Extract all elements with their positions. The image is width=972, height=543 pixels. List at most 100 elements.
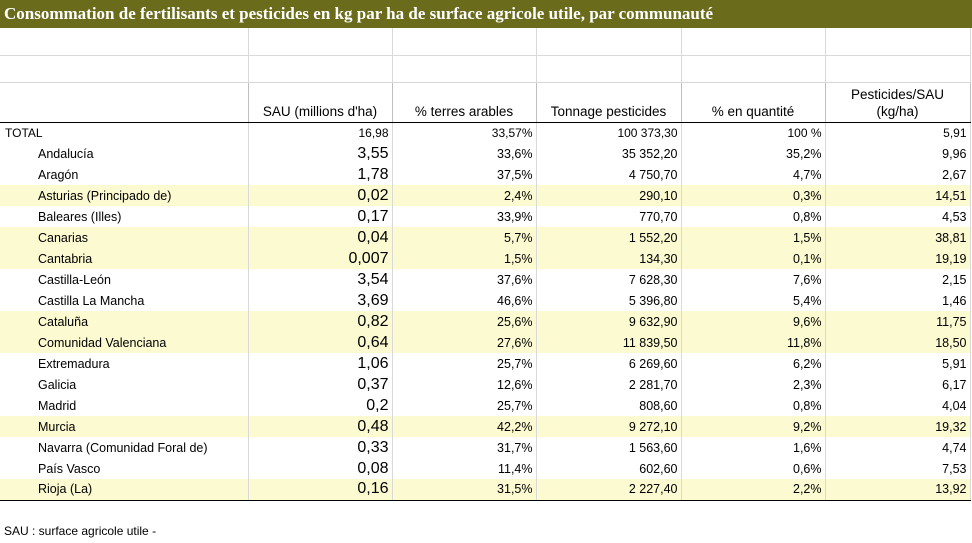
sau-value[interactable]: 0,2 [248,395,393,416]
quantite-value[interactable]: 9,2% [681,416,826,437]
header-cell-terres-arables[interactable]: % terres arables [392,82,537,123]
terres-value[interactable]: 25,7% [392,395,537,416]
region-name[interactable]: Cantabria [0,248,249,269]
terres-value[interactable]: 11,4% [392,458,537,479]
terres-value[interactable]: 27,6% [392,332,537,353]
tonnage-value[interactable]: 35 352,20 [536,143,682,164]
tonnage-value[interactable]: 1 563,60 [536,437,682,458]
quantite-value[interactable]: 4,7% [681,164,826,185]
total-terres[interactable]: 33,57% [392,122,537,143]
quantite-value[interactable]: 6,2% [681,353,826,374]
region-name[interactable]: Extremadura [0,353,249,374]
quantite-value[interactable]: 2,3% [681,374,826,395]
region-name[interactable]: Galicia [0,374,249,395]
ratio-value[interactable]: 19,19 [825,248,971,269]
tonnage-value[interactable]: 7 628,30 [536,269,682,290]
tonnage-value[interactable]: 808,60 [536,395,682,416]
sau-value[interactable]: 3,55 [248,143,393,164]
ratio-value[interactable]: 14,51 [825,185,971,206]
ratio-value[interactable]: 4,74 [825,437,971,458]
quantite-value[interactable]: 9,6% [681,311,826,332]
region-name[interactable]: País Vasco [0,458,249,479]
terres-value[interactable]: 31,5% [392,479,537,501]
terres-value[interactable]: 1,5% [392,248,537,269]
quantite-value[interactable]: 1,5% [681,227,826,248]
tonnage-value[interactable]: 9 272,10 [536,416,682,437]
tonnage-value[interactable]: 134,30 [536,248,682,269]
region-name[interactable]: Cataluña [0,311,249,332]
ratio-value[interactable]: 4,53 [825,206,971,227]
region-name[interactable]: Castilla-León [0,269,249,290]
terres-value[interactable]: 25,7% [392,353,537,374]
sau-value[interactable]: 0,16 [248,479,393,501]
tonnage-value[interactable]: 290,10 [536,185,682,206]
ratio-value[interactable]: 18,50 [825,332,971,353]
terres-value[interactable]: 5,7% [392,227,537,248]
ratio-value[interactable]: 19,32 [825,416,971,437]
header-cell-tonnage[interactable]: Tonnage pesticides [536,82,682,123]
ratio-value[interactable]: 5,91 [825,353,971,374]
tonnage-value[interactable]: 2 227,40 [536,479,682,501]
total-sau[interactable]: 16,98 [248,122,393,143]
quantite-value[interactable]: 35,2% [681,143,826,164]
header-cell-quantite[interactable]: % en quantité [681,82,826,123]
region-name[interactable]: Baleares (Illes) [0,206,249,227]
terres-value[interactable]: 2,4% [392,185,537,206]
terres-value[interactable]: 37,5% [392,164,537,185]
region-name[interactable]: Castilla La Mancha [0,290,249,311]
region-name[interactable]: Rioja (La) [0,479,249,501]
sau-value[interactable]: 1,06 [248,353,393,374]
sau-value[interactable]: 0,37 [248,374,393,395]
tonnage-value[interactable]: 770,70 [536,206,682,227]
sau-value[interactable]: 0,04 [248,227,393,248]
sau-value[interactable]: 0,17 [248,206,393,227]
sau-value[interactable]: 3,54 [248,269,393,290]
sau-value[interactable]: 0,64 [248,332,393,353]
sau-value[interactable]: 1,78 [248,164,393,185]
region-name[interactable]: Asturias (Principado de) [0,185,249,206]
header-cell-region[interactable] [0,82,249,123]
quantite-value[interactable]: 0,8% [681,206,826,227]
terres-value[interactable]: 46,6% [392,290,537,311]
sau-value[interactable]: 0,007 [248,248,393,269]
ratio-value[interactable]: 9,96 [825,143,971,164]
tonnage-value[interactable]: 2 281,70 [536,374,682,395]
tonnage-value[interactable]: 602,60 [536,458,682,479]
tonnage-value[interactable]: 5 396,80 [536,290,682,311]
ratio-value[interactable]: 4,04 [825,395,971,416]
quantite-value[interactable]: 0,6% [681,458,826,479]
region-name[interactable]: Madrid [0,395,249,416]
ratio-value[interactable]: 1,46 [825,290,971,311]
terres-value[interactable]: 12,6% [392,374,537,395]
region-name[interactable]: Comunidad Valenciana [0,332,249,353]
total-tonnage[interactable]: 100 373,30 [536,122,682,143]
sau-value[interactable]: 0,82 [248,311,393,332]
terres-value[interactable]: 25,6% [392,311,537,332]
region-name[interactable]: Andalucía [0,143,249,164]
quantite-value[interactable]: 5,4% [681,290,826,311]
quantite-value[interactable]: 1,6% [681,437,826,458]
total-ratio[interactable]: 5,91 [825,122,971,143]
quantite-value[interactable]: 0,3% [681,185,826,206]
tonnage-value[interactable]: 6 269,60 [536,353,682,374]
terres-value[interactable]: 33,9% [392,206,537,227]
ratio-value[interactable]: 11,75 [825,311,971,332]
quantite-value[interactable]: 0,8% [681,395,826,416]
sau-value[interactable]: 0,02 [248,185,393,206]
ratio-value[interactable]: 6,17 [825,374,971,395]
region-name[interactable]: Canarias [0,227,249,248]
terres-value[interactable]: 37,6% [392,269,537,290]
sau-value[interactable]: 0,48 [248,416,393,437]
terres-value[interactable]: 31,7% [392,437,537,458]
terres-value[interactable]: 42,2% [392,416,537,437]
total-label[interactable]: TOTAL [0,122,249,143]
quantite-value[interactable]: 0,1% [681,248,826,269]
tonnage-value[interactable]: 9 632,90 [536,311,682,332]
tonnage-value[interactable]: 4 750,70 [536,164,682,185]
terres-value[interactable]: 33,6% [392,143,537,164]
header-cell-sau[interactable]: SAU (millions d'ha) [248,82,393,123]
header-cell-ratio[interactable]: Pesticides/SAU (kg/ha) [825,82,971,123]
tonnage-value[interactable]: 11 839,50 [536,332,682,353]
region-name[interactable]: Aragón [0,164,249,185]
sau-value[interactable]: 0,08 [248,458,393,479]
